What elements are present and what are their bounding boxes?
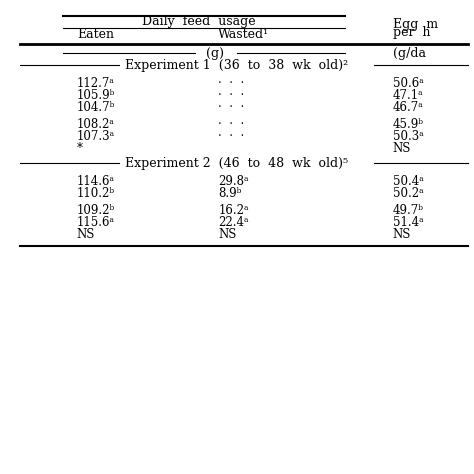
Text: Experiment 2  (46  to  48  wk  old)⁵: Experiment 2 (46 to 48 wk old)⁵: [126, 156, 348, 170]
Text: 50.3ᵃ: 50.3ᵃ: [392, 130, 423, 143]
Text: NS: NS: [218, 228, 237, 241]
Text: 49.7ᵇ: 49.7ᵇ: [392, 204, 423, 217]
Text: NS: NS: [392, 228, 411, 241]
Text: 50.2ᵃ: 50.2ᵃ: [392, 187, 423, 200]
Text: 105.9ᵇ: 105.9ᵇ: [77, 89, 115, 102]
Text: 50.4ᵃ: 50.4ᵃ: [392, 175, 423, 188]
Text: 16.2ᵃ: 16.2ᵃ: [218, 204, 249, 217]
Text: 112.7ᵃ: 112.7ᵃ: [77, 77, 115, 91]
Text: 109.2ᵇ: 109.2ᵇ: [77, 204, 115, 217]
Text: 108.2ᵃ: 108.2ᵃ: [77, 118, 115, 131]
Text: Experiment 1  (36  to  38  wk  old)²: Experiment 1 (36 to 38 wk old)²: [126, 59, 348, 72]
Text: 115.6ᵃ: 115.6ᵃ: [77, 216, 115, 229]
Text: 8.9ᵇ: 8.9ᵇ: [218, 187, 242, 200]
Text: ·  ·  ·: · · ·: [218, 130, 245, 143]
Text: per  h: per h: [392, 27, 430, 39]
Text: NS: NS: [392, 142, 411, 155]
Text: (g): (g): [206, 47, 224, 60]
Text: 104.7ᵇ: 104.7ᵇ: [77, 101, 115, 114]
Text: Egg  m: Egg m: [392, 18, 438, 31]
Text: Daily  feed  usage: Daily feed usage: [143, 15, 256, 28]
Text: 47.1ᵃ: 47.1ᵃ: [392, 89, 423, 102]
Text: ·  ·  ·: · · ·: [218, 118, 245, 131]
Text: 29.8ᵃ: 29.8ᵃ: [218, 175, 249, 188]
Text: 46.7ᵃ: 46.7ᵃ: [392, 101, 423, 114]
Text: 22.4ᵃ: 22.4ᵃ: [218, 216, 249, 229]
Text: 114.6ᵃ: 114.6ᵃ: [77, 175, 115, 188]
Text: ·  ·  ·: · · ·: [218, 77, 245, 91]
Text: 110.2ᵇ: 110.2ᵇ: [77, 187, 115, 200]
Text: ·  ·  ·: · · ·: [218, 101, 245, 114]
Text: *: *: [77, 142, 83, 155]
Text: (g/da: (g/da: [392, 47, 426, 60]
Text: Wasted¹: Wasted¹: [218, 28, 269, 41]
Text: ·  ·  ·: · · ·: [218, 89, 245, 102]
Text: 51.4ᵃ: 51.4ᵃ: [392, 216, 423, 229]
Text: 50.6ᵃ: 50.6ᵃ: [392, 77, 423, 91]
Text: Eaten: Eaten: [77, 28, 114, 41]
Text: NS: NS: [77, 228, 95, 241]
Text: 45.9ᵇ: 45.9ᵇ: [392, 118, 423, 131]
Text: 107.3ᵃ: 107.3ᵃ: [77, 130, 115, 143]
